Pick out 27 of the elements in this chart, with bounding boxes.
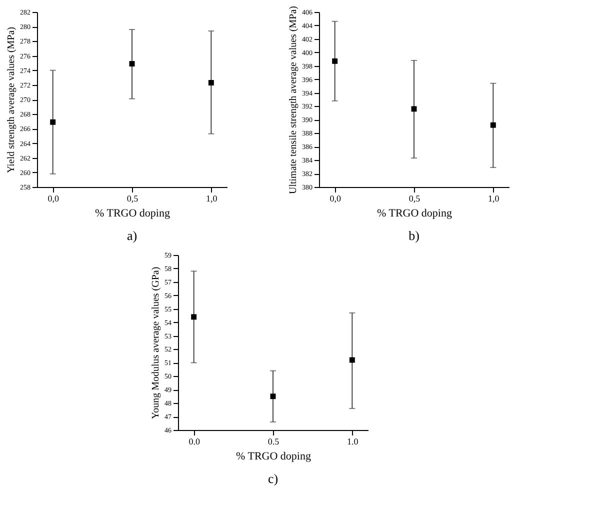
point xyxy=(411,106,417,112)
point xyxy=(349,357,355,363)
x-axis-title: % TRGO doping xyxy=(377,208,452,220)
point xyxy=(129,61,135,67)
point xyxy=(490,122,496,128)
text: a) xyxy=(126,228,138,243)
x-tick-label: 1,0 xyxy=(488,194,500,204)
y-axis-title: Young Modulus average values (GPa) xyxy=(150,266,162,420)
x-tick-label: 0,0 xyxy=(330,194,342,204)
x-axis-title: % TRGO doping xyxy=(95,208,170,220)
x-tick-label: 0.0 xyxy=(188,436,200,446)
x-tick-label: 0.5 xyxy=(268,436,280,446)
y-axis-title: Yield strength average values (MPa) xyxy=(6,26,17,174)
point xyxy=(191,314,197,320)
point xyxy=(50,119,56,125)
text: b) xyxy=(408,228,420,243)
x-axis-title: % TRGO doping xyxy=(236,450,312,462)
x-tick-label: 0,5 xyxy=(408,194,421,204)
x-tick-label: 1,0 xyxy=(206,194,218,204)
point xyxy=(208,80,214,86)
x-tick-label: 0,5 xyxy=(126,194,139,204)
x-tick-label: 0,0 xyxy=(48,194,60,204)
text: c) xyxy=(268,471,278,486)
point xyxy=(270,394,276,400)
point xyxy=(332,58,338,64)
x-tick-label: 1.0 xyxy=(347,436,359,446)
y-axis-title: Ultimate tensile strength average values (MPa) xyxy=(288,6,299,194)
